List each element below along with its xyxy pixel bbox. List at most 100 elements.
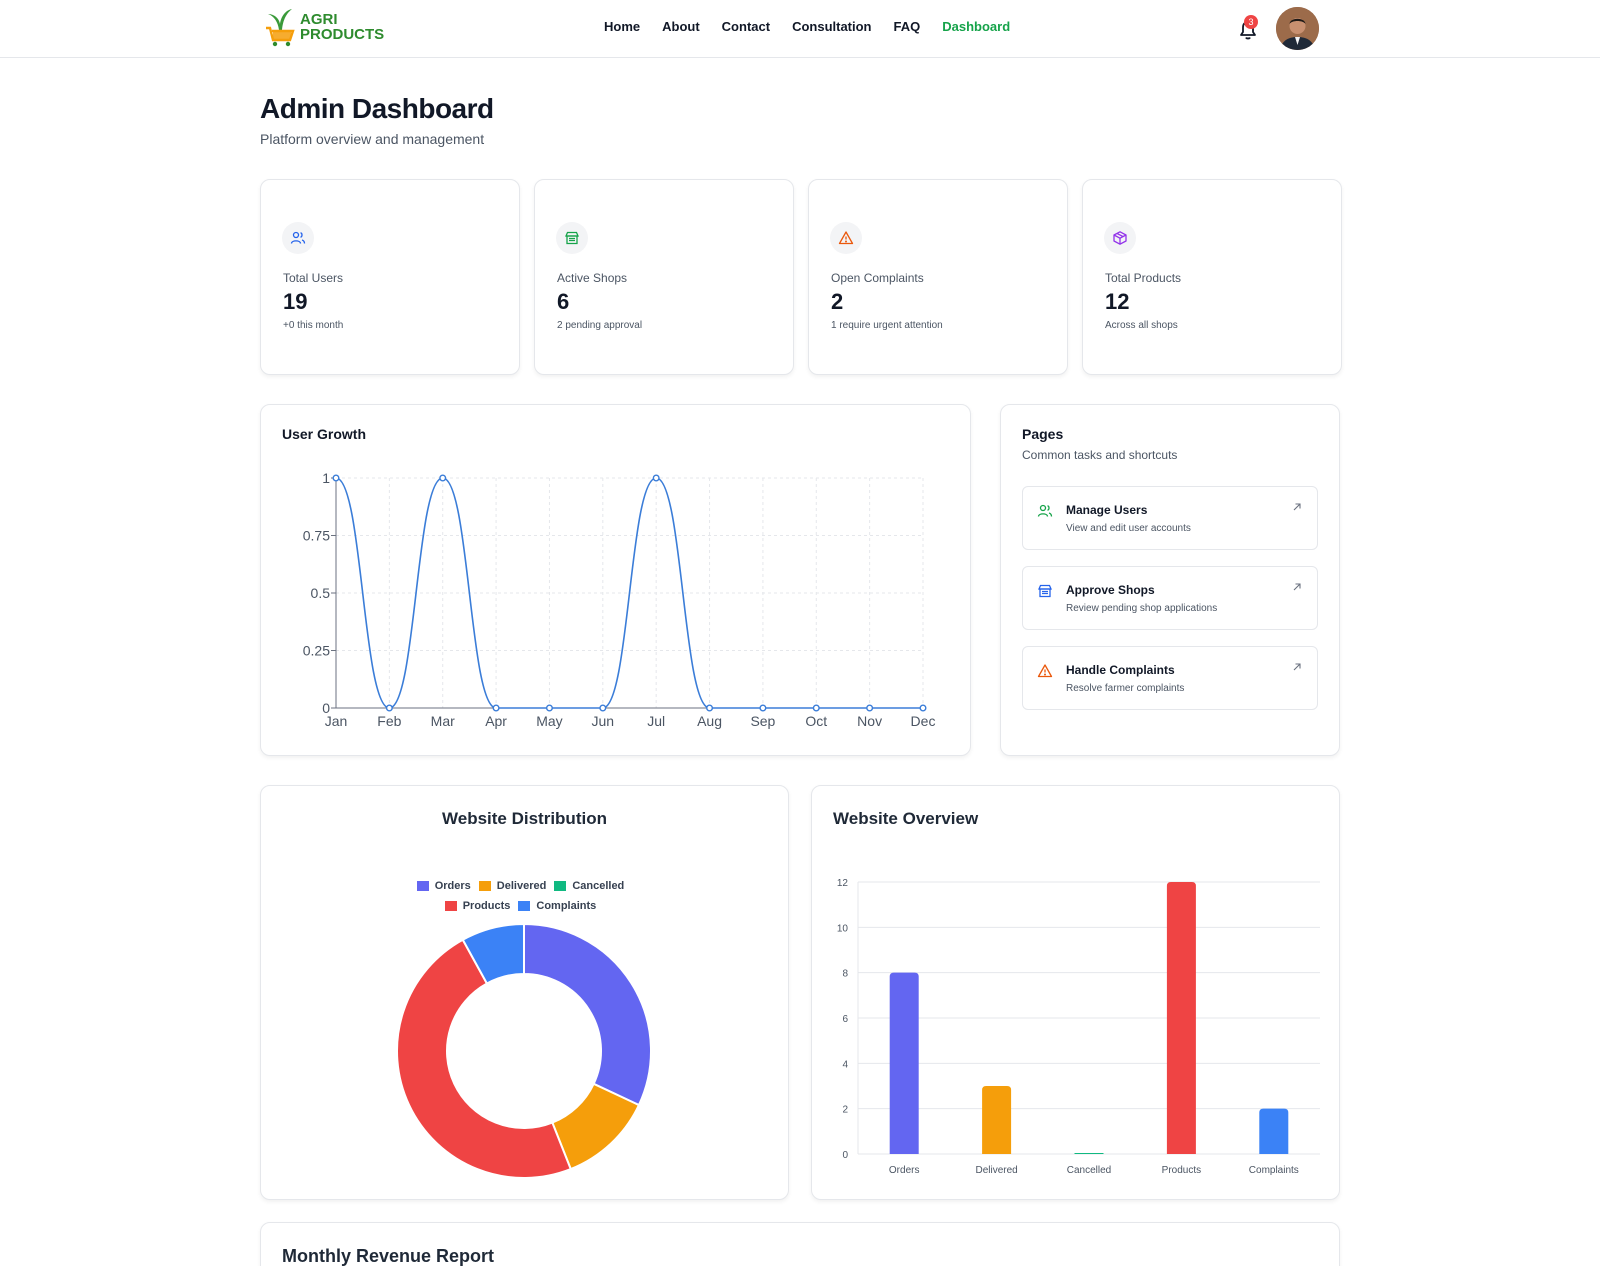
overview-title: Website Overview [833,809,979,828]
pages-subtitle: Common tasks and shortcuts [1022,448,1178,462]
shortcut-title: Approve Shops [1066,583,1155,597]
bar [889,972,919,1154]
x-tick-label: Products [1162,1165,1201,1176]
overview-card: Website Overview 0 2 4 6 8 10 12 Orders Delivere… [811,785,1340,1200]
main-nav: Home About Contact Consultation FAQ Dash… [604,19,1010,34]
shortcut-desc: Resolve farmer complaints [1066,683,1185,694]
y-tick-label: 6 [842,1014,848,1025]
legend-label: Complaints [536,900,597,912]
x-tick-label: Jan [325,713,348,729]
legend-swatch [444,901,457,911]
legend-item[interactable]: Delivered [478,880,547,892]
stat-note: Across all shops [1105,320,1178,331]
bar [982,1086,1012,1154]
y-tick-label: 12 [837,878,849,889]
legend-label: Cancelled [572,880,625,892]
navbar: AGRI PRODUCTS Home About Contact Consult… [0,0,1600,58]
distribution-title: Website Distribution [442,809,607,828]
brand-logo[interactable]: AGRI PRODUCTS [264,4,384,48]
avatar[interactable] [1276,7,1319,50]
package-icon [1104,222,1136,254]
shortcut-desc: View and edit user accounts [1066,523,1191,534]
x-tick-label: Aug [697,713,722,729]
stat-note: +0 this month [283,320,344,331]
external-arrow-icon [1293,503,1301,511]
stat-value: 12 [1105,289,1130,314]
x-tick-label: Nov [857,713,882,729]
shortcut-title: Handle Complaints [1066,663,1175,677]
data-point [385,704,393,712]
y-tick-label: 0.75 [303,528,330,544]
nav-link-consultation[interactable]: Consultation [792,19,872,34]
stat-value: 6 [557,289,570,314]
y-tick-label: 0 [842,1150,848,1161]
x-tick-label: Complaints [1249,1165,1299,1176]
notification-badge: 3 [1244,15,1258,29]
shortcut-title: Manage Users [1066,503,1148,517]
legend-item[interactable]: Products [444,900,511,912]
nav-link-dashboard[interactable]: Dashboard [942,19,1011,34]
legend-label: Delivered [496,880,547,892]
nav-link-faq[interactable]: FAQ [893,19,921,34]
legend-swatch [478,881,491,891]
pages-title: Pages [1022,426,1064,442]
nav-link-home[interactable]: Home [604,19,641,34]
stat-label: Open Complaints [831,271,924,285]
data-point [492,704,500,712]
store-icon [1038,584,1052,598]
user-growth-chart: Jan Feb Mar Apr May Jun Jul Aug Sep Oct Nov Dec 0 0.2… [303,470,936,729]
user-growth-title: User Growth [282,426,367,442]
data-point [332,474,340,482]
shortcut-approve-shops[interactable]: Approve Shops Review pending shop applic… [1022,566,1318,630]
data-point [706,704,714,712]
stat-card-active-shops: Active Shops 6 2 pending approval [534,179,794,375]
bar [1259,1108,1289,1154]
overview-bar-chart: 0 2 4 6 8 10 12 Orders Delivered Cancelled Product… [837,878,1320,1176]
legend-label: Products [462,900,511,912]
y-tick-label: 1 [322,470,330,486]
data-point [919,704,927,712]
donut-slice [396,938,573,1179]
y-tick-label: 0.5 [311,585,331,601]
data-point [759,704,767,712]
nav-link-about[interactable]: About [662,19,700,34]
page-subtitle: Platform overview and management [260,131,485,147]
y-tick-label: 0.25 [303,643,330,659]
shortcut-handle-complaints[interactable]: Handle Complaints Resolve farmer complai… [1022,646,1318,710]
stat-label: Active Shops [557,271,628,285]
x-tick-label: Sep [750,713,775,729]
warning-icon [830,222,862,254]
distribution-card: Website Distribution Orders Delivered Canc… [260,785,789,1200]
bar [1166,882,1196,1154]
legend-item[interactable]: Complaints [518,900,596,912]
data-point [545,704,553,712]
stat-note: 1 require urgent attention [831,320,943,331]
y-tick-label: 4 [842,1059,848,1070]
data-point [652,474,660,482]
shortcut-desc: Review pending shop applications [1066,603,1218,614]
cart-sprout-icon [266,9,295,47]
users-icon [1037,504,1053,517]
x-tick-label: Dec [911,713,936,729]
y-tick-label: 0 [322,700,330,716]
stat-label: Total Users [283,271,344,285]
legend-item[interactable]: Orders [416,880,471,892]
brand-line1: AGRI [300,11,338,28]
pages-card: Pages Common tasks and shortcuts Manage … [1000,404,1340,756]
legend-item[interactable]: Cancelled [554,880,624,892]
stat-value: 19 [283,289,308,314]
brand-line2: PRODUCTS [300,26,385,43]
x-tick-label: Jul [647,713,665,729]
donut-slice [523,922,652,1107]
stat-value: 2 [831,289,844,314]
nav-link-contact[interactable]: Contact [721,19,771,34]
shortcut-manage-users[interactable]: Manage Users View and edit user accounts [1022,486,1318,550]
y-tick-label: 2 [842,1105,848,1116]
stat-label: Total Products [1105,271,1182,285]
stat-card-total-users: Total Users 19 +0 this month [260,179,520,375]
distribution-donut-chart [396,922,652,1179]
stat-card-total-products: Total Products 12 Across all shops [1082,179,1342,375]
warning-icon [1037,664,1053,678]
x-tick-label: Mar [431,713,455,729]
bar [1074,1153,1104,1154]
